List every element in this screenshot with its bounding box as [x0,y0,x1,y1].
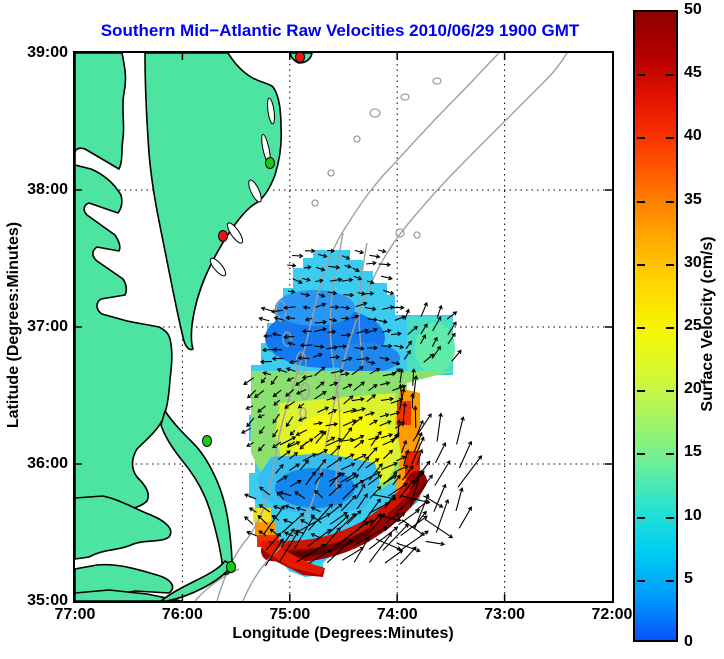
land-mass [144,53,283,351]
colorbar-tick [637,453,645,456]
colorbar-tick [637,516,645,519]
current-vector-arrows [372,494,454,553]
map-plot-area [73,51,614,603]
radar-site-red-north-marker [295,53,305,63]
x-tick-label: 74:00 [376,606,418,623]
x-tick-label: 72:00 [591,606,633,623]
x-tick-label: 76:00 [161,606,203,623]
current-vector-arrows [263,498,429,567]
bathymetry-blob [282,331,292,347]
current-vector-arrows [287,248,395,298]
current-vector-arrows [403,301,462,363]
bathymetry-blob [369,108,381,118]
radar-site-green-duck-marker [202,435,212,447]
colorbar-tick-label: 10 [684,506,702,524]
radar-site-green-delmarva-marker [265,157,275,169]
colorbar-tick [666,579,674,582]
current-vector-arrows [240,375,308,452]
colorbar-tick [637,263,645,266]
y-tick-label: 39:00 [27,44,68,61]
velocity-band [282,530,370,558]
bathymetry-contour [216,53,500,601]
land-mass [160,410,233,576]
colorbar-tick [637,579,645,582]
land-mass [75,495,172,560]
coastal-lagoon [248,179,262,203]
x-tick-label: 75:00 [269,606,311,623]
colorbar-tick-label: 50 [684,1,702,18]
colorbar-tick-label: 35 [684,190,702,208]
colorbar-tick [666,390,674,393]
colorbar-tick [666,200,674,203]
land-mass [75,563,174,598]
bathymetry-blob [353,135,361,143]
bathymetry-blob [400,93,410,101]
bathymetry-blob [327,169,335,177]
coastal-lagoon [267,97,275,125]
bathymetry-blob [432,77,442,85]
y-tick-label: 35:00 [27,592,68,609]
colorbar-tick [637,74,645,77]
colorbar-tick-label: 5 [684,569,693,587]
bathymetry-blob [413,231,421,239]
bathymetry-blob [311,199,319,207]
bathymetry-contour [194,568,240,601]
colorbar-tick-label: 25 [684,317,702,334]
colorbar-tick [637,200,645,203]
radar-site-green-hatteras-marker [226,561,236,573]
velocity-patch [259,540,325,575]
bathymetry-blob [300,382,310,400]
map-svg [75,53,612,601]
current-vector-arrows [328,460,433,528]
current-vector-arrows [258,305,313,380]
velocity-patch [253,508,271,522]
colorbar-tick [637,327,645,329]
land-mass [75,589,182,601]
colorbar-tick-label: 40 [684,127,702,145]
bathymetry-contour [329,232,344,492]
colorbar-tick [666,137,674,140]
colorbar-tick-label: 45 [684,64,702,82]
colorbar-tick-label: 30 [684,253,702,271]
x-axis-label: Longitude (Degrees:Minutes) [232,625,454,642]
coastal-lagoon [226,222,244,244]
land-mass [75,53,173,519]
current-vector-arrows [313,366,407,443]
x-tick-label: 77:00 [54,606,96,623]
current-vector-arrows [409,412,483,533]
bathymetry-contour [242,53,568,601]
colorbar-tick [637,390,645,393]
colorbar-tick [666,327,674,329]
velocity-patch [415,323,455,373]
bathymetry-blob [395,228,405,238]
colorbar-tick [666,516,674,519]
colorbar-tick-label: 20 [684,380,702,398]
colorbar-tick [637,137,645,140]
bathymetry-blob [299,407,307,419]
figure-title: Southern Mid−Atlantic Raw Velocities 201… [100,21,580,40]
bathymetry-blob [295,351,307,375]
colorbar-tick [666,453,674,456]
colorbar-tick [666,263,674,266]
land-mass [160,560,233,601]
current-vector-arrows [313,301,406,366]
current-vector-arrows [244,486,323,539]
radar-site-red-delmarva-marker [218,230,228,242]
colorbar-tick-label: 0 [684,633,693,650]
y-tick-label: 38:00 [27,181,68,198]
colorbar-tick [666,74,674,77]
coastal-lagoon [209,257,227,277]
colorbar [633,10,678,642]
x-tick-label: 73:00 [484,606,526,623]
y-tick-label: 37:00 [27,318,68,335]
y-tick-label: 36:00 [27,455,68,472]
colorbar-tick-label: 15 [684,443,702,461]
current-vector-arrows [396,368,424,466]
